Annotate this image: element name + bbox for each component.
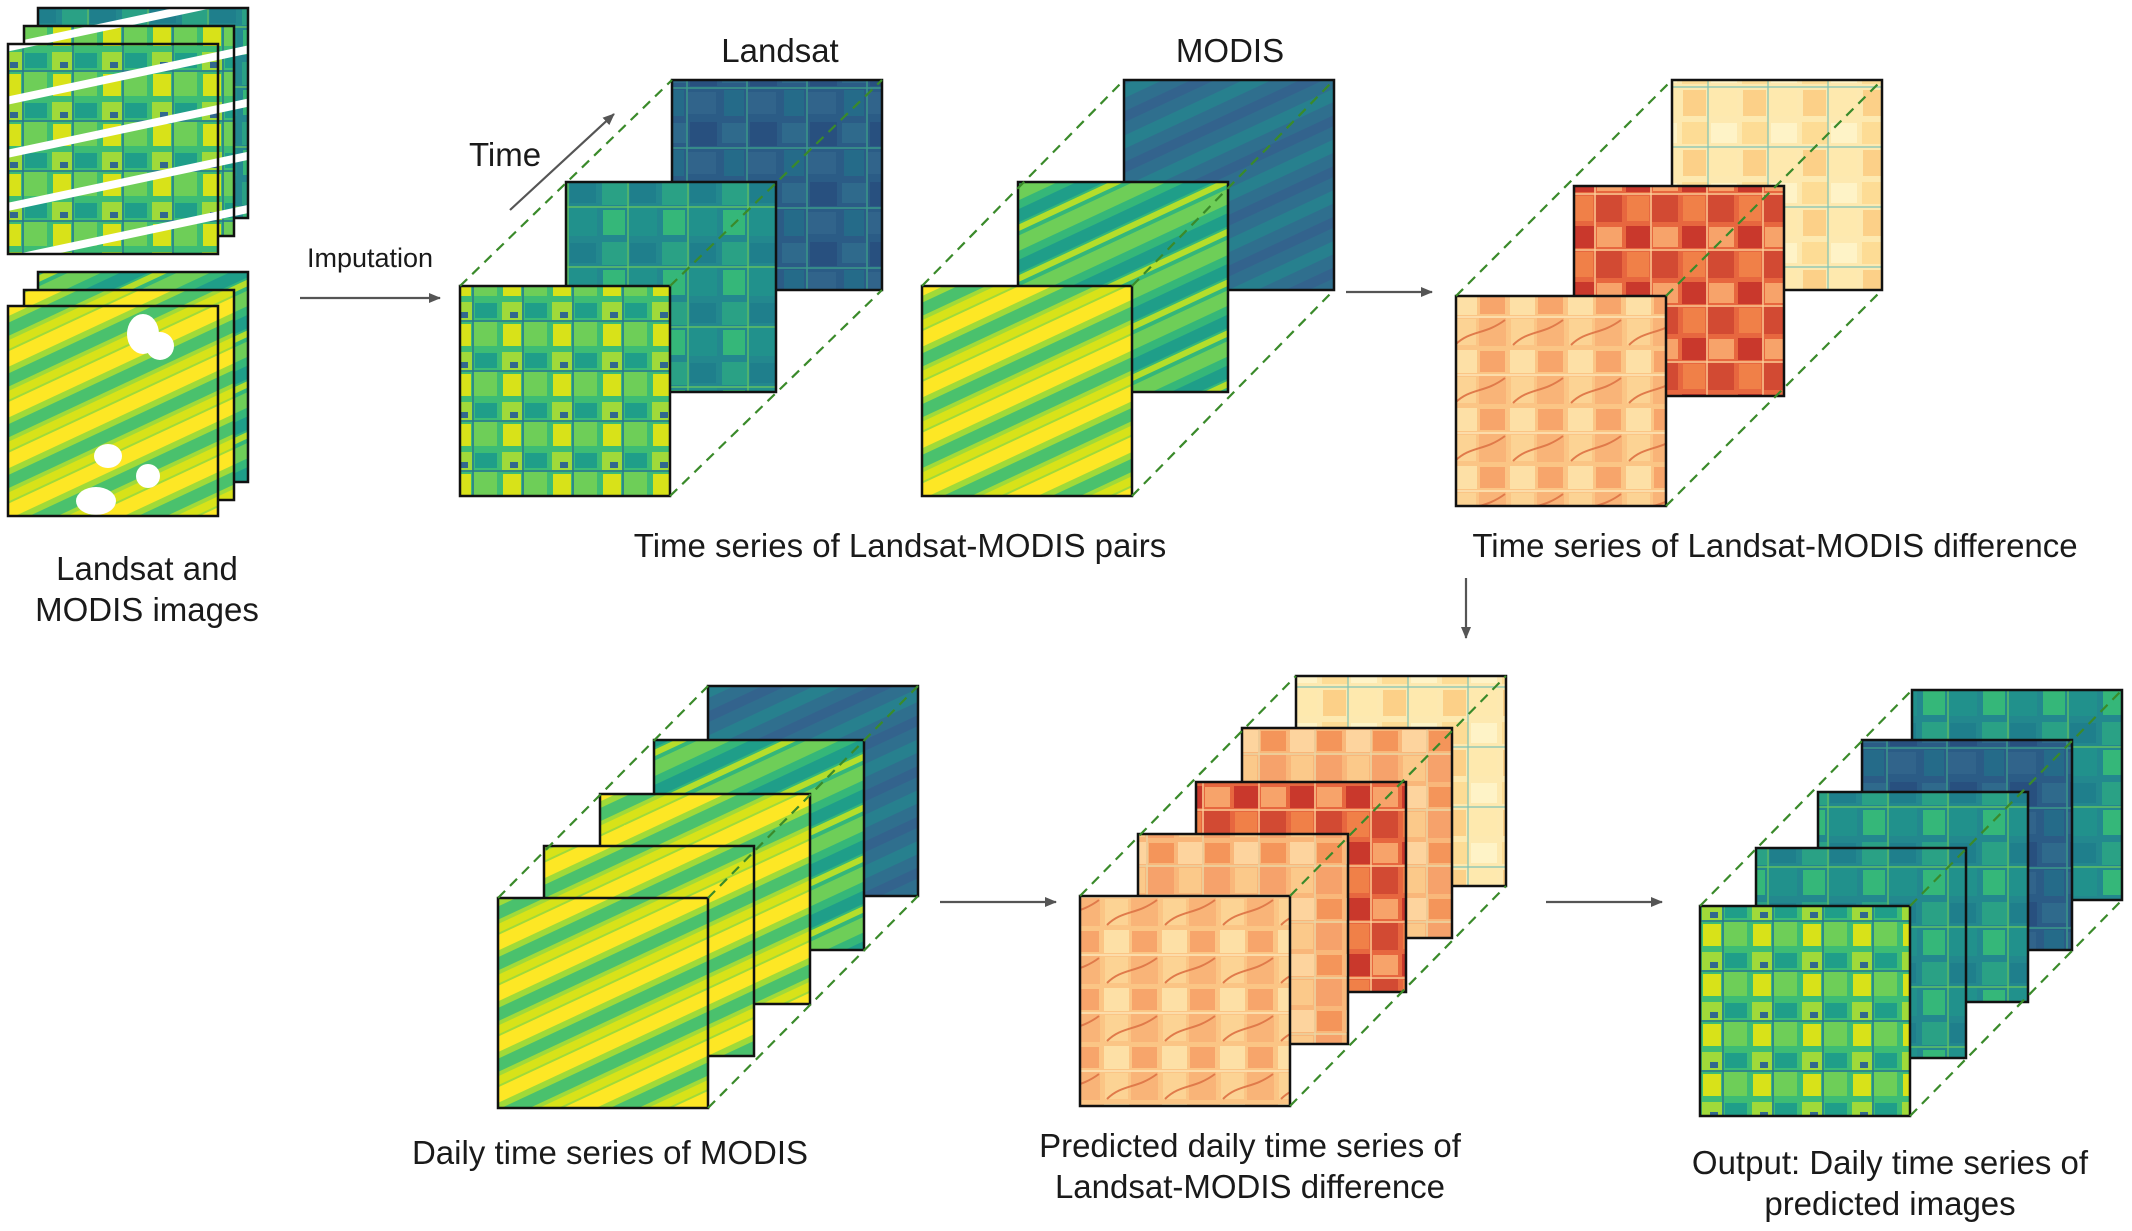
input-landsat-frame-1: [6, 42, 220, 256]
difference-frame-2-border: [1572, 184, 1786, 398]
output-frame-5: [1698, 904, 1912, 1118]
pairs-modis-frame-3-fill: [922, 286, 1132, 496]
cloud-hole: [136, 464, 160, 488]
predicted-difference-frame-5: [1078, 894, 1292, 1108]
daily-modis-frame-5-border: [496, 896, 710, 1110]
input-landsat-frame-1-border: [6, 42, 220, 256]
time-arrow: [509, 113, 615, 211]
input-modis-frame-1: [6, 304, 220, 518]
pairs-modis-frame-3: [920, 284, 1134, 498]
difference-frame-3-border: [1454, 294, 1668, 508]
pairs-landsat-frame-3-fill: [460, 286, 670, 496]
difference-frame-3: [1454, 294, 1668, 508]
dashed-connectors: [459, 79, 2123, 1117]
difference-frame-3-fill: [1456, 296, 1666, 506]
landsat-header: Landsat: [721, 32, 839, 69]
daily-modis-frame-5-fill: [498, 898, 708, 1108]
pairs-landsat-frame-3-border: [458, 284, 672, 498]
pairs-landsat-connector-tl: [459, 79, 673, 287]
cloud-hole: [94, 444, 122, 468]
predicted-difference-connector-tl: [1079, 675, 1297, 897]
time-label: Time: [468, 136, 542, 173]
output-line2: predicted images: [1764, 1185, 2016, 1223]
pairs-landsat-connector-tr: [669, 79, 883, 287]
cloud-hole: [76, 487, 116, 515]
pairs-landsat-connector-br: [669, 289, 883, 497]
predicted-difference-connector-br: [1289, 885, 1507, 1107]
output-frame-5-fill: [1700, 906, 1910, 1116]
difference-caption: Time series of Landsat-MODIS difference: [1472, 527, 2078, 564]
pairs-caption: Time series of Landsat-MODIS pairs: [633, 527, 1167, 564]
output-caption: Output: Daily time series of predicted i…: [1660, 1142, 2120, 1225]
output-line1: Output: Daily time series of: [1691, 1144, 2089, 1181]
predicted-diff-line1: Predicted daily time series of: [1039, 1127, 1461, 1164]
input-caption-line1: Landsat and: [56, 550, 238, 587]
output-frame-5-border: [1698, 904, 1912, 1118]
image-stacks: [6, 6, 2124, 1118]
pairs-landsat-frame-3: [458, 284, 672, 498]
pairs-modis-frame-3-border: [920, 284, 1134, 498]
pairs-modis-connector-br: [1131, 289, 1335, 497]
predicted-difference-frame-5-border: [1078, 894, 1292, 1108]
pairs-modis-connector-tr: [1131, 79, 1335, 287]
imputation-label: Imputation: [306, 243, 434, 273]
scan-gap-stripes: [8, 44, 218, 254]
input-modis-frame-1-border: [6, 304, 220, 518]
daily-modis-caption: Daily time series of MODIS: [411, 1134, 809, 1171]
predicted-difference-frame-5-fill: [1080, 896, 1290, 1106]
pairs-modis-connector-tl: [921, 79, 1125, 287]
predicted-difference-connector-tr: [1289, 675, 1507, 897]
input-caption: Landsat and MODIS images: [22, 548, 272, 631]
modis-header: MODIS: [1175, 32, 1285, 69]
predicted-diff-caption: Predicted daily time series of Landsat-M…: [990, 1125, 1510, 1208]
daily-modis-frame-5: [496, 896, 710, 1110]
input-caption-line2: MODIS images: [35, 591, 259, 629]
cloud-hole: [146, 332, 174, 360]
predicted-diff-line2: Landsat-MODIS difference: [1054, 1168, 1446, 1206]
input-modis-frame-1-fill: [8, 306, 218, 516]
flow-arrows: [300, 113, 1663, 907]
